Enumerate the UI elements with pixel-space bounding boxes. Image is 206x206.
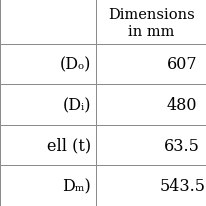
Text: 543.5: 543.5 bbox=[158, 177, 204, 194]
Text: 63.5: 63.5 bbox=[163, 137, 199, 154]
Text: 607: 607 bbox=[166, 56, 197, 73]
Text: 480: 480 bbox=[166, 96, 197, 113]
Text: (Dᵢ): (Dᵢ) bbox=[62, 96, 91, 113]
Text: (Dₒ): (Dₒ) bbox=[59, 56, 91, 73]
Text: ell (t): ell (t) bbox=[47, 137, 91, 154]
Text: in mm: in mm bbox=[127, 25, 173, 39]
Text: Dₘ): Dₘ) bbox=[62, 177, 91, 194]
Text: Dimensions: Dimensions bbox=[107, 8, 194, 22]
